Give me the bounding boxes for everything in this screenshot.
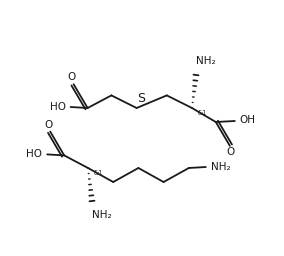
Text: S: S [138,92,146,105]
Text: O: O [68,72,76,82]
Text: &1: &1 [198,110,207,116]
Text: NH₂: NH₂ [211,162,230,172]
Text: HO: HO [50,102,66,112]
Text: O: O [44,120,52,130]
Text: &1: &1 [94,170,103,176]
Text: O: O [227,147,235,157]
Text: OH: OH [240,115,256,125]
Text: NH₂: NH₂ [92,210,112,220]
Text: HO: HO [26,150,42,159]
Text: NH₂: NH₂ [196,56,216,66]
